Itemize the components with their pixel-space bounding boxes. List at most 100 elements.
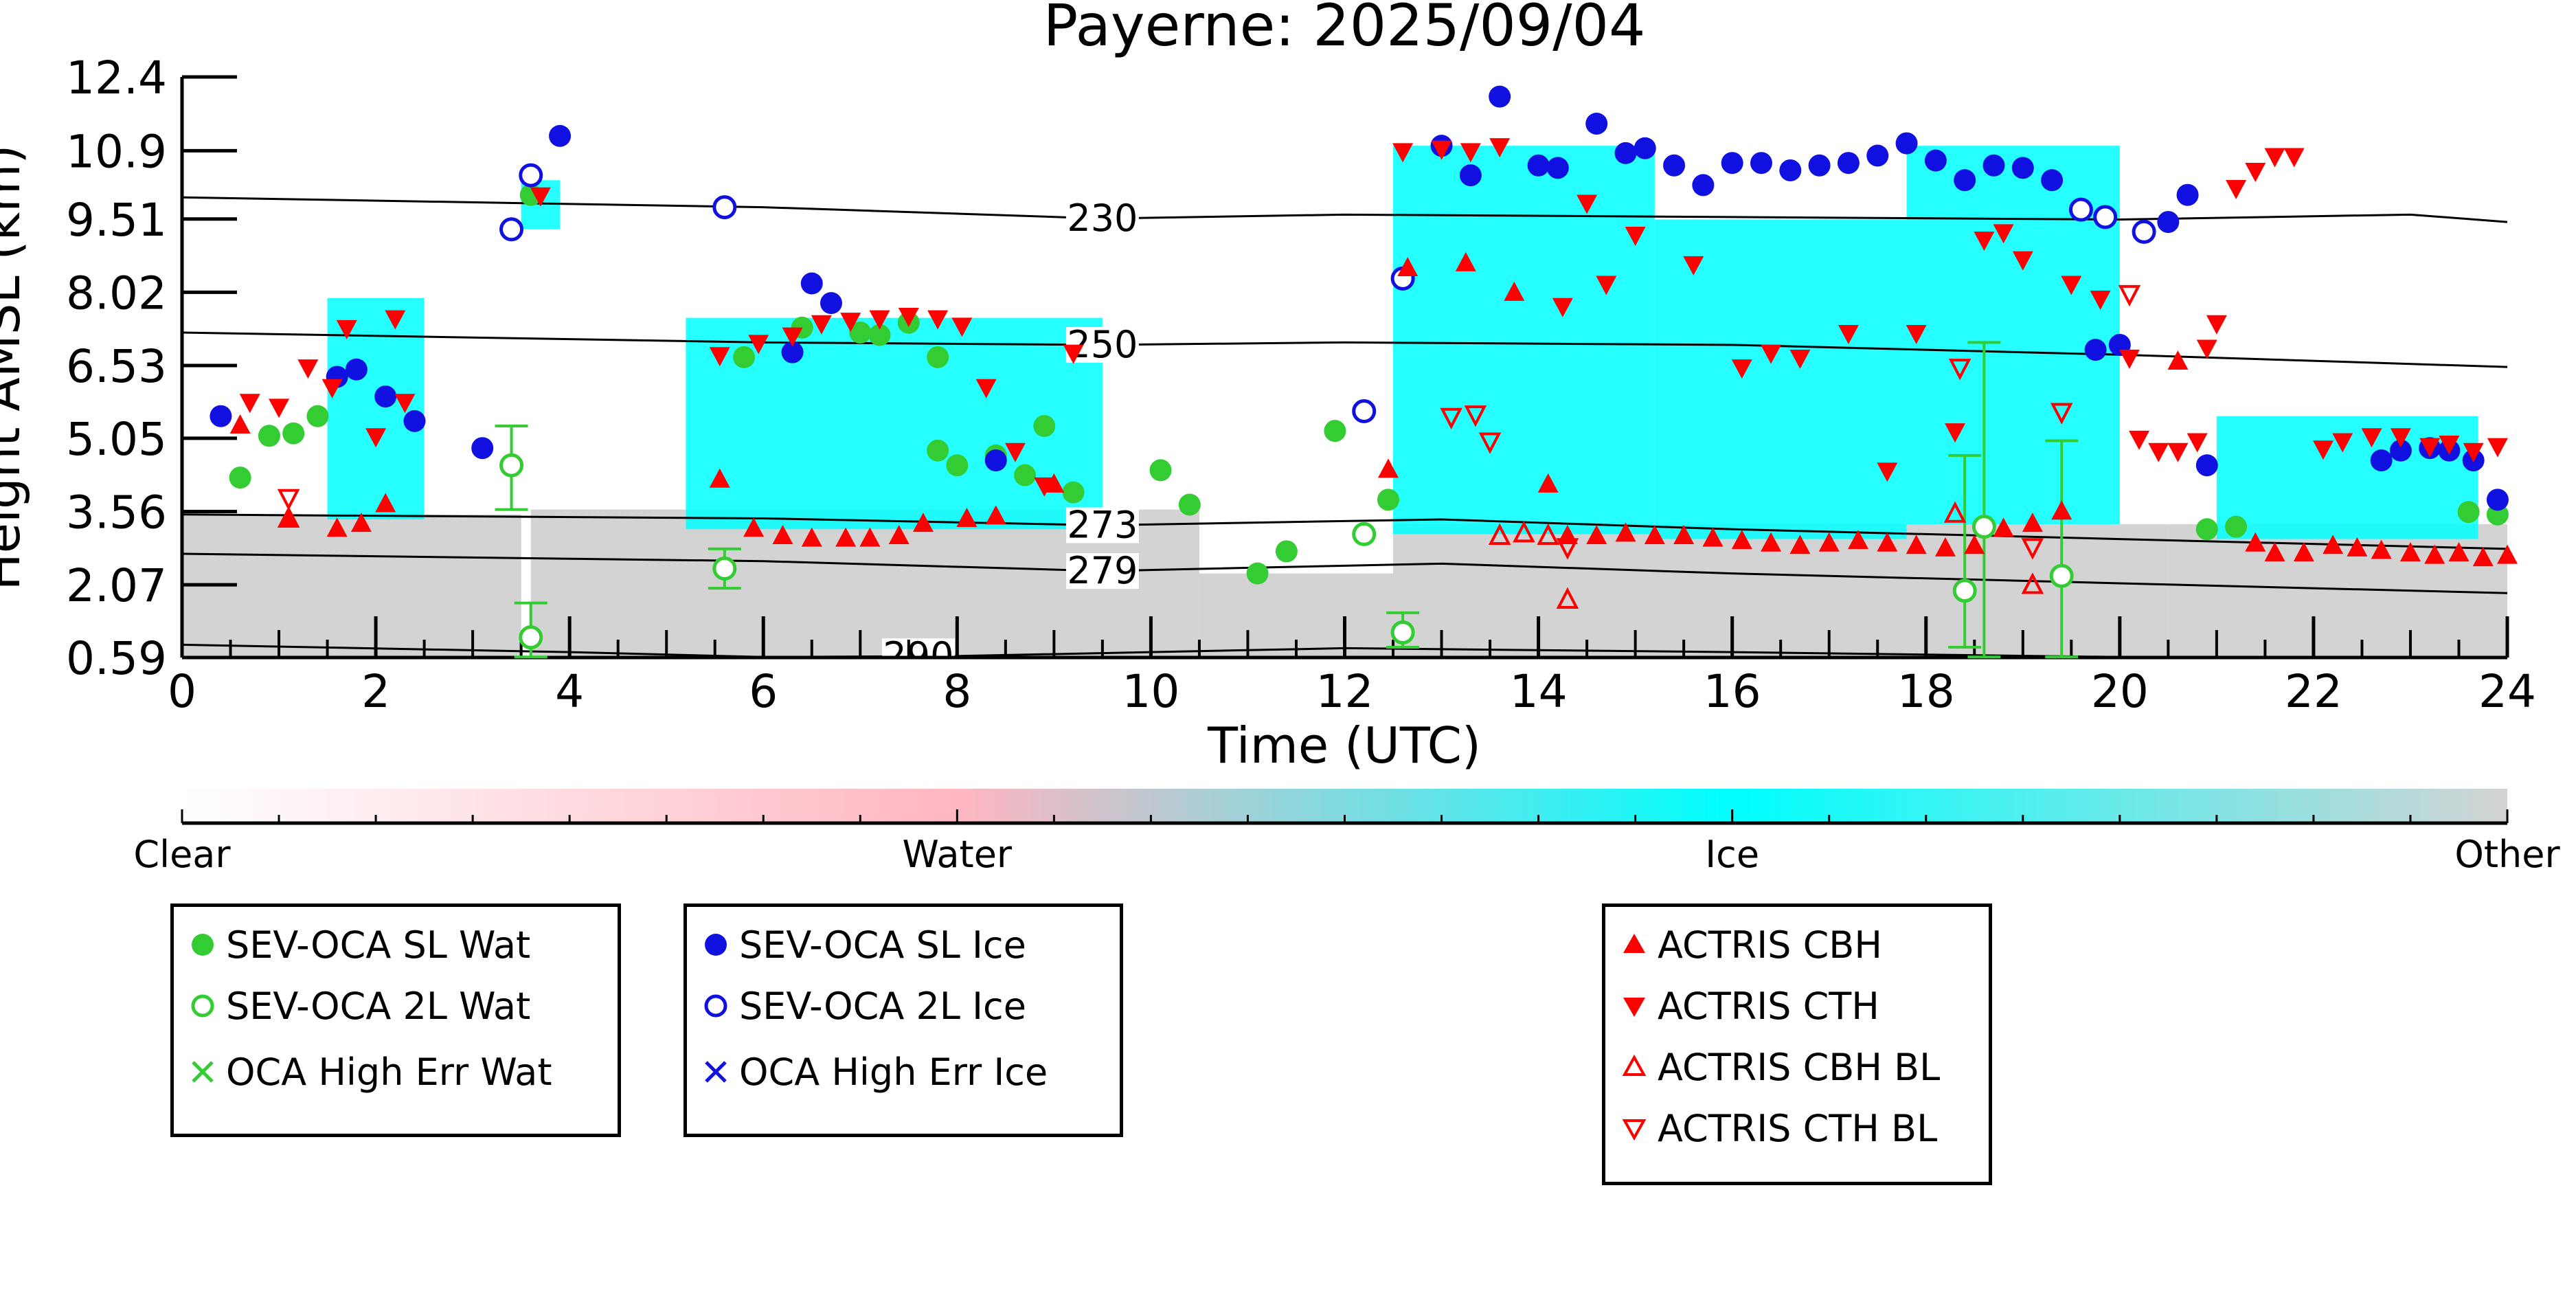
x-tick-label: 18 (1897, 665, 1955, 718)
data-point (2497, 544, 2518, 564)
data-point (1702, 527, 1724, 547)
y-tick-label: 0.59 (66, 632, 167, 685)
data-point (1924, 149, 1947, 172)
data-point (2293, 542, 2314, 562)
x-tick-label: 14 (1510, 665, 1568, 718)
isotherm-line (182, 196, 2507, 223)
data-point (2245, 162, 2266, 182)
phase-ice-region (1654, 219, 1907, 539)
isotherm-label-bg (1065, 553, 1139, 590)
data-point (1455, 251, 1476, 271)
data-point (743, 517, 765, 537)
y-tick-label: 12.4 (66, 52, 167, 104)
data-point (1062, 481, 1085, 504)
data-point (2093, 205, 2118, 229)
data-point (1513, 521, 1535, 543)
colorbar-label: Water (903, 833, 1013, 876)
red-open-triangle-down-icon (1622, 1119, 1647, 1141)
data-point (1683, 256, 1704, 276)
data-point (2457, 501, 2480, 524)
data-point (712, 195, 737, 220)
data-point (1585, 112, 1608, 135)
data-point (2167, 350, 2189, 370)
data-point (927, 346, 949, 368)
data-point (800, 272, 823, 295)
data-point (2419, 438, 2441, 458)
data-point (1906, 535, 1927, 554)
legend-item-actris-cbh-bl: ACTRIS CBH BL (1605, 1040, 1989, 1094)
blue-filled-circle-icon (705, 934, 727, 956)
data-point (2486, 489, 2509, 511)
data-point (297, 359, 319, 379)
data-point (1552, 298, 1573, 317)
x-tick-label: 4 (555, 665, 584, 718)
data-point (2424, 544, 2445, 564)
data-point (1537, 523, 1559, 545)
legend-label: OCA High Err Wat (226, 1050, 552, 1094)
data-point (1964, 535, 1985, 554)
data-point (519, 163, 543, 188)
data-point (1392, 143, 1414, 163)
data-point (1948, 359, 1971, 381)
data-point (2041, 169, 2064, 192)
data-point (277, 506, 300, 528)
legend-item-sev-oca-2l-wat: SEV-OCA 2L Wat (174, 978, 618, 1033)
blue-x-icon (705, 1061, 727, 1083)
data-point (1906, 325, 1927, 345)
data-point (1014, 464, 1037, 486)
data-point (2347, 537, 2368, 557)
data-point (2361, 428, 2382, 448)
data-point (2167, 442, 2189, 462)
data-point (403, 409, 426, 432)
legend-item-actris-cth-bl: ACTRIS CTH BL (1605, 1101, 1989, 1156)
y-tick-label: 6.53 (66, 340, 167, 393)
data-point (1838, 325, 1859, 345)
data-point (1943, 501, 1967, 523)
legend-actris: ACTRIS CBH ACTRIS CTH ACTRIS CBH BL ACTR… (1602, 903, 1992, 1185)
y-tick-label: 8.02 (66, 267, 167, 319)
data-point (2195, 454, 2218, 477)
data-point (345, 358, 368, 381)
data-point (782, 327, 803, 347)
data-point (1761, 344, 1782, 364)
data-point (820, 292, 842, 315)
data-point (2264, 148, 2285, 168)
data-point (1614, 142, 1637, 164)
data-point (350, 513, 372, 532)
data-point (2370, 449, 2393, 472)
data-point (1634, 137, 1656, 159)
data-point (258, 425, 280, 447)
data-point (499, 453, 524, 478)
data-point (2487, 438, 2508, 458)
data-point (840, 313, 861, 333)
phase-ice-region (686, 317, 1103, 530)
legend-item-sev-oca-2l-ice: SEV-OCA 2L Ice (687, 978, 1120, 1033)
data-point (2132, 219, 2156, 244)
data-point (2196, 339, 2217, 359)
colorbar-label: Ice (1705, 833, 1759, 876)
legend-label: ACTRIS CTH BL (1658, 1106, 1938, 1150)
data-point (1692, 174, 1715, 197)
data-point (868, 324, 891, 346)
data-point (1478, 432, 1502, 454)
y-tick-label: 9.51 (66, 194, 167, 247)
isotherm-label-bg (881, 638, 955, 658)
data-point (1178, 493, 1201, 516)
data-point (2118, 284, 2141, 307)
data-point (2225, 515, 2248, 538)
data-point (2084, 339, 2107, 361)
isotherm-line (182, 513, 2507, 550)
legend-label: SEV-OCA SL Ice (739, 923, 1026, 967)
data-point (499, 217, 524, 242)
data-point (2390, 428, 2411, 448)
blue-open-circle-icon (704, 994, 727, 1018)
x-tick-label: 24 (2478, 665, 2536, 718)
x-tick-label: 10 (1122, 665, 1179, 718)
isotherm-line (182, 552, 2507, 594)
data-point (1390, 620, 1415, 645)
data-point (530, 187, 551, 207)
data-point (1488, 523, 1511, 545)
data-point (1789, 349, 1811, 369)
data-point (709, 468, 730, 488)
data-point (946, 454, 969, 477)
